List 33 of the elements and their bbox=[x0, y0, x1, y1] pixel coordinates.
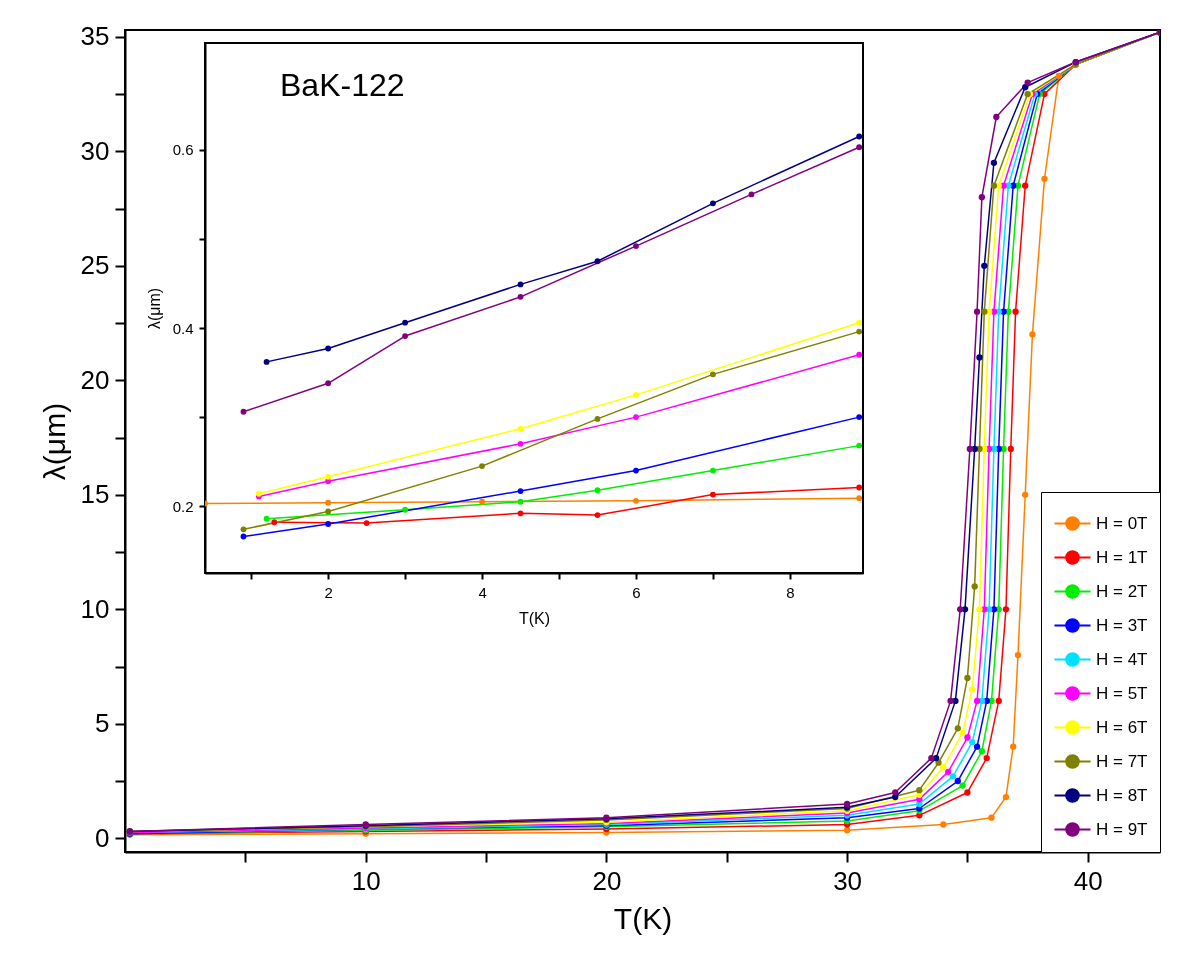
legend-label: H = 8T bbox=[1096, 785, 1148, 805]
legend-label: H = 6T bbox=[1096, 717, 1148, 737]
x-tick-label: 4 bbox=[478, 583, 487, 601]
x-tick-label: 2 bbox=[324, 583, 333, 601]
annotation: BaK-122 bbox=[280, 67, 405, 103]
y-tick-label: 0 bbox=[95, 822, 110, 853]
legend-label: H = 7T bbox=[1096, 751, 1148, 771]
x-tick-label: 40 bbox=[1073, 865, 1103, 896]
legend-label: H = 9T bbox=[1096, 819, 1148, 839]
y-tick-label: 20 bbox=[80, 364, 110, 395]
y-tick-label: 35 bbox=[80, 21, 110, 52]
x-tick-label: 30 bbox=[833, 865, 863, 896]
x-tick-label: 10 bbox=[351, 865, 381, 896]
x-tick-label: 6 bbox=[632, 583, 641, 601]
y-tick-label: 15 bbox=[80, 479, 110, 510]
legend-label: H = 3T bbox=[1096, 615, 1148, 635]
y-tick-label: 0.2 bbox=[172, 497, 194, 515]
y-tick-label: 25 bbox=[80, 250, 110, 281]
y-tick-label: 0.6 bbox=[172, 141, 194, 159]
x-axis-title: T(K) bbox=[518, 609, 551, 627]
x-tick-label: 8 bbox=[786, 583, 795, 601]
legend-label: H = 4T bbox=[1096, 649, 1148, 669]
x-axis-title: T(K) bbox=[613, 901, 673, 935]
y-tick-label: 30 bbox=[80, 135, 110, 166]
legend-label: H = 5T bbox=[1096, 683, 1148, 703]
y-tick-label: 5 bbox=[95, 708, 110, 739]
y-tick-label: 0.4 bbox=[172, 319, 194, 337]
y-axis-title: λ(μm) bbox=[37, 402, 71, 481]
x-tick-label: 20 bbox=[592, 865, 622, 896]
legend-label: H = 2T bbox=[1096, 581, 1148, 601]
y-axis-title: λ(μm) bbox=[145, 287, 163, 330]
legend-label: H = 1T bbox=[1096, 547, 1148, 567]
legend-label: H = 0T bbox=[1096, 513, 1148, 533]
